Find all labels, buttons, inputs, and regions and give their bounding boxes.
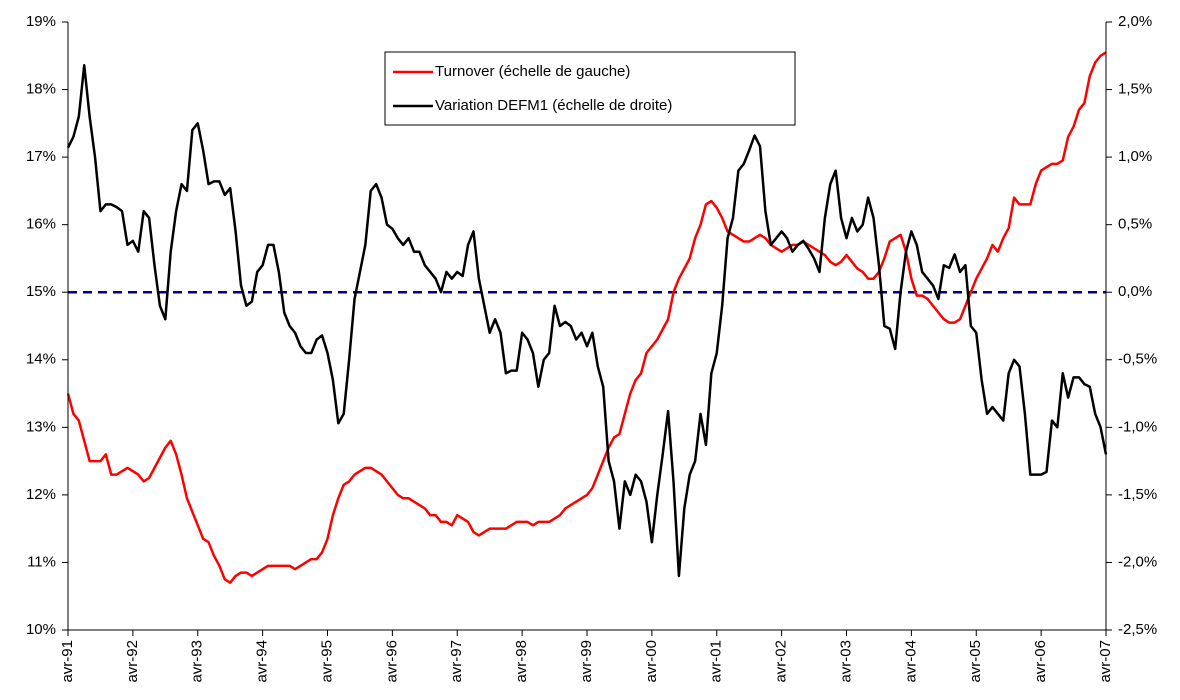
line-layer <box>66 51 1108 584</box>
x-tick-label: avr-99 <box>578 640 595 683</box>
axis-layer: 10% 11% 12% 13% 14% 15% 16% 17% 18% 19% -2,5% -2,0%… <box>26 13 1157 683</box>
y2-tick-label: -1,0% <box>1118 418 1157 435</box>
y-tick-label: 11% <box>27 553 56 570</box>
x-tick-label: avr-00 <box>643 640 660 683</box>
x-tick-label: avr-91 <box>59 640 76 683</box>
x-tick-label: avr-92 <box>124 640 141 683</box>
x-tick-label: avr-98 <box>513 640 530 683</box>
legend: Turnover (échelle de gauche) Variation DE… <box>384 51 796 126</box>
x-tick-label: avr-07 <box>1097 640 1114 683</box>
y2-tick-label: -0,5% <box>1118 351 1157 368</box>
y-tick-label: 14% <box>26 351 56 368</box>
x-tick-label: avr-06 <box>1032 640 1049 683</box>
y-tick-label: 16% <box>26 216 56 233</box>
y2-tick-label: -2,0% <box>1118 553 1157 570</box>
y2-tick-label: -1,5% <box>1118 486 1157 503</box>
y2-tick-label: 0,5% <box>1118 216 1152 233</box>
x-tick-label: avr-04 <box>902 640 919 683</box>
y-tick-label: 18% <box>26 81 56 98</box>
series-line <box>66 51 1107 584</box>
x-tick-label: avr-96 <box>383 640 400 683</box>
y-tick-label: 19% <box>26 13 56 30</box>
x-tick-label: avr-01 <box>708 640 725 683</box>
legend-label: Turnover (échelle de gauche) <box>435 63 630 80</box>
y-tick-label: 13% <box>26 418 56 435</box>
y2-tick-label: 1,5% <box>1118 81 1152 98</box>
x-tick-label: avr-94 <box>254 640 271 683</box>
x-tick-label: avr-03 <box>837 640 854 683</box>
x-tick-label: avr-05 <box>967 640 984 683</box>
legend-label: Variation DEFM1 (échelle de droite) <box>435 97 672 114</box>
x-tick-label: avr-95 <box>318 640 335 683</box>
y-tick-label: 15% <box>26 283 56 300</box>
x-tick-label: avr-02 <box>773 640 790 683</box>
x-tick-label: avr-97 <box>448 640 465 683</box>
legend-box <box>384 51 796 126</box>
y2-tick-label: 2,0% <box>1118 13 1152 30</box>
y2-tick-label: 0,0% <box>1118 283 1152 300</box>
y-tick-label: 17% <box>26 148 56 165</box>
y2-tick-label: -2,5% <box>1118 621 1157 638</box>
y2-tick-label: 1,0% <box>1118 148 1152 165</box>
x-tick-label: avr-93 <box>189 640 206 683</box>
y-tick-label: 10% <box>26 621 56 638</box>
y-tick-label: 12% <box>26 486 56 503</box>
series-line <box>66 63 1108 578</box>
